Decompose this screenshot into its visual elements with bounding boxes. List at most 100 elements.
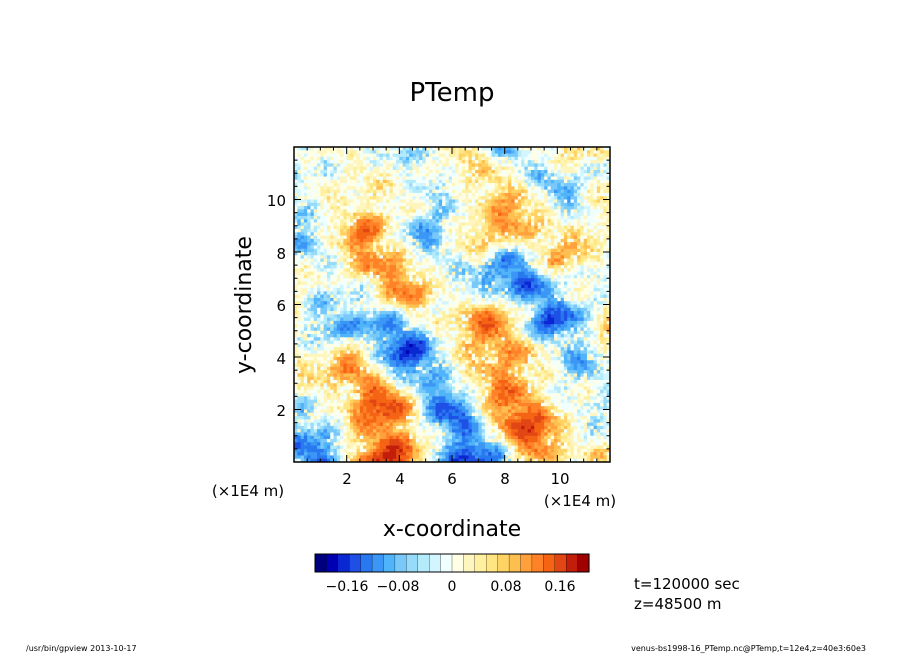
heatmap-cell [359,196,364,200]
heatmap-cell [484,222,489,227]
heatmap-cell [527,179,532,184]
heatmap-cell [435,192,440,197]
heatmap-cell [369,219,374,223]
heatmap-cell [363,153,367,158]
heatmap-cell [596,147,601,151]
heatmap-cell [435,245,440,250]
heatmap-cell [544,307,548,312]
heatmap-cell [310,160,315,164]
heatmap-cell [326,297,331,302]
heatmap-cell [458,186,463,191]
heatmap-cell [363,215,367,220]
heatmap-cell [527,291,532,296]
heatmap-cell [389,222,394,227]
heatmap-cell [405,235,410,240]
heatmap-cell [419,252,423,256]
heatmap-cell [412,232,417,237]
heatmap-cell [448,169,453,174]
heatmap-cell [478,219,483,223]
heatmap-cell [547,176,552,181]
heatmap-cell [448,219,453,223]
heatmap-cell [333,235,338,240]
heatmap-cell [402,245,407,250]
heatmap-cell [379,189,384,194]
heatmap-cell [415,304,420,309]
heatmap-cell [475,255,479,260]
heatmap-cell [455,248,460,253]
heatmap-cell [432,294,437,299]
heatmap-cell [323,307,328,312]
heatmap-cell [409,258,413,263]
heatmap-cell [452,222,456,227]
heatmap-cell [438,209,443,214]
heatmap-cell [363,173,367,178]
heatmap-cell [353,219,358,223]
heatmap-cell [606,229,610,233]
heatmap-cell [336,304,341,309]
heatmap-cell [356,150,361,155]
heatmap-cell [323,314,328,319]
heatmap-cell [448,271,453,276]
heatmap-cell [560,274,565,279]
heatmap-cell [550,225,555,230]
heatmap-cell [596,288,601,292]
heatmap-cell [323,192,328,197]
heatmap-cell [294,183,298,187]
heatmap-cell [577,186,581,191]
heatmap-cell [379,288,384,292]
heatmap-cell [326,268,331,273]
heatmap-cell [376,166,381,171]
heatmap-cell [402,311,407,315]
heatmap-cell [504,242,509,246]
heatmap-cell [376,232,381,237]
heatmap-cell [442,288,446,292]
heatmap-cell [363,219,367,223]
heatmap-cell [409,219,413,223]
heatmap-cell [435,232,440,237]
heatmap-cell [603,307,608,312]
heatmap-cell [484,271,489,276]
heatmap-cell [498,252,502,256]
heatmap-cell [455,304,460,309]
heatmap-cell [432,238,437,243]
heatmap-cell [307,314,311,319]
heatmap-cell [376,192,381,197]
heatmap-cell [435,212,440,217]
heatmap-cell [511,238,516,243]
heatmap-cell [534,225,539,230]
heatmap-cell [514,173,519,178]
heatmap-cell [343,261,348,266]
heatmap-cell [514,153,519,158]
heatmap-cell [494,163,499,168]
heatmap-cell [603,215,608,220]
heatmap-cell [606,179,610,184]
heatmap-cell [534,192,539,197]
heatmap-cell [570,150,575,155]
heatmap-cell [596,222,601,227]
heatmap-cell [590,199,595,204]
heatmap-cell [432,183,437,187]
heatmap-cell [442,265,446,269]
heatmap-cell [527,222,532,227]
heatmap-cell [448,294,453,299]
heatmap-cell [379,281,384,286]
heatmap-cell [326,179,331,184]
heatmap-cell [544,222,548,227]
heatmap-cell [442,252,446,256]
heatmap-cell [531,235,535,240]
heatmap-cell [379,169,384,174]
heatmap-cell [488,176,492,181]
heatmap-cell [409,307,413,312]
heatmap-cell [603,206,608,210]
heatmap-cell [557,147,562,151]
heatmap-cell [468,304,473,309]
heatmap-cell [547,297,552,302]
heatmap-cell [494,258,499,263]
heatmap-cell [560,229,565,233]
heatmap-cell [343,222,348,227]
heatmap-cell [412,284,417,289]
heatmap-cell [294,232,298,237]
heatmap-cell [517,307,522,312]
heatmap-cell [330,179,334,184]
heatmap-cell [336,169,341,174]
